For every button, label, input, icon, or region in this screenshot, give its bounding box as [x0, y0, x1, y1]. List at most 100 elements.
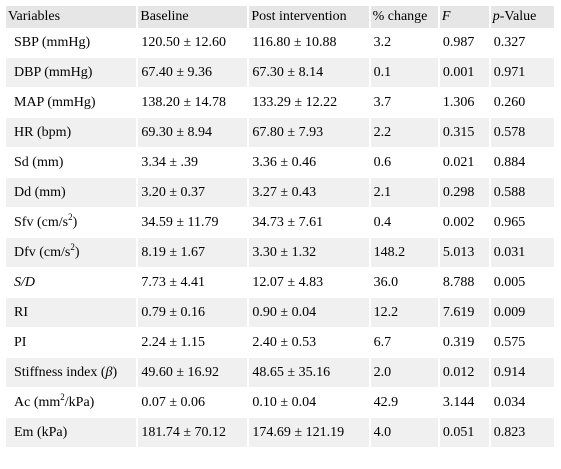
variable-label: PI — [14, 334, 27, 350]
post-intervention-cell: 0.90 ± 0.04 — [247, 298, 369, 328]
variable-label-cell: PI — [6, 328, 137, 358]
header-variables: Variables — [6, 6, 137, 28]
baseline-cell: 8.19 ± 1.67 — [136, 238, 248, 268]
baseline-cell: 2.24 ± 1.15 — [136, 328, 248, 358]
variable-label: HR (bpm) — [14, 124, 72, 140]
table-row: MAP (mmHg) 138.20 ± 14.78 133.29 ± 12.22 3.… — [6, 88, 554, 118]
baseline-cell: 67.40 ± 9.36 — [136, 58, 248, 88]
p-value-cell: 0.971 — [488, 58, 554, 88]
variable-label-cell: Dfv (cm/s2) — [6, 238, 137, 268]
table-row: Sd (mm) 3.34 ± .39 3.36 ± 0.46 0.6 0.021 0.88… — [6, 148, 554, 178]
baseline-cell: 138.20 ± 14.78 — [136, 88, 248, 118]
baseline-cell: 3.34 ± .39 — [136, 148, 248, 178]
variable-label: DBP (mmHg) — [14, 64, 93, 80]
table-row: Stiffness index (β) 49.60 ± 16.92 48.65 ± … — [6, 358, 554, 388]
variable-label: Em (kPa) — [14, 424, 68, 440]
variable-label-cell: MAP (mmHg) — [6, 88, 137, 118]
header-percent-change: % change — [368, 6, 438, 28]
statistics-table: Variables Baseline Post intervention % c… — [6, 6, 554, 448]
f-value-cell: 0.315 — [437, 118, 489, 148]
superscript: 2 — [70, 241, 75, 252]
p-value-cell: 0.260 — [488, 88, 554, 118]
percent-change-cell: 36.0 — [368, 268, 438, 298]
f-value-cell: 8.788 — [437, 268, 489, 298]
baseline-cell: 0.79 ± 0.16 — [136, 298, 248, 328]
percent-change-cell: 4.0 — [368, 418, 438, 448]
p-value-cell: 0.578 — [488, 118, 554, 148]
variable-label: SBP (mmHg) — [14, 34, 91, 50]
variable-label-cell: S/D — [6, 268, 137, 298]
baseline-cell: 34.59 ± 11.79 — [136, 208, 248, 238]
percent-change-cell: 2.1 — [368, 178, 438, 208]
f-value-cell: 7.619 — [437, 298, 489, 328]
percent-change-cell: 0.4 — [368, 208, 438, 238]
variable-label-cell: DBP (mmHg) — [6, 58, 137, 88]
f-value-cell: 5.013 — [437, 238, 489, 268]
baseline-cell: 181.74 ± 70.12 — [136, 418, 248, 448]
variable-label-cell: Sfv (cm/s2) — [6, 208, 137, 238]
header-post-intervention: Post intervention — [247, 6, 369, 28]
table-row: Dd (mm) 3.20 ± 0.37 3.27 ± 0.43 2.1 0.298 0.5… — [6, 178, 554, 208]
f-value-cell: 0.298 — [437, 178, 489, 208]
f-value-cell: 0.021 — [437, 148, 489, 178]
post-intervention-cell: 133.29 ± 12.22 — [247, 88, 369, 118]
percent-change-cell: 0.6 — [368, 148, 438, 178]
table-row: DBP (mmHg) 67.40 ± 9.36 67.30 ± 8.14 0.1 0.0… — [6, 58, 554, 88]
variable-label-text: Stiffness index ( — [14, 364, 106, 380]
post-intervention-cell: 116.80 ± 10.88 — [247, 28, 369, 58]
variable-label-text: ) — [74, 244, 80, 260]
variable-label-text: ) — [72, 214, 78, 230]
header-p-suffix: -Value — [499, 9, 537, 24]
variable-label-cell: SBP (mmHg) — [6, 28, 137, 58]
table-row: S/D 7.73 ± 4.41 12.07 ± 4.83 36.0 8.788 0.005 — [6, 268, 554, 298]
variable-label-text: Dfv (cm/s — [14, 244, 71, 260]
percent-change-cell: 2.0 — [368, 358, 438, 388]
f-value-cell: 1.306 — [437, 88, 489, 118]
variable-label: S/D — [14, 274, 35, 290]
f-value-cell: 0.319 — [437, 328, 489, 358]
table-header: Variables Baseline Post intervention % c… — [6, 6, 554, 28]
percent-change-cell: 0.1 — [368, 58, 438, 88]
p-value-cell: 0.965 — [488, 208, 554, 238]
baseline-cell: 3.20 ± 0.37 — [136, 178, 248, 208]
superscript: 2 — [68, 211, 73, 222]
variable-label-cell: Ac (mm2/kPa) — [6, 388, 137, 418]
p-value-cell: 0.884 — [488, 148, 554, 178]
post-intervention-cell: 67.80 ± 7.93 — [247, 118, 369, 148]
header-baseline: Baseline — [136, 6, 248, 28]
variable-label: Sd (mm) — [14, 154, 64, 170]
table-row: Dfv (cm/s2) 8.19 ± 1.67 3.30 ± 1.32 148.2 5.… — [6, 238, 554, 268]
header-p-value: p-Value — [488, 6, 554, 28]
f-value-cell: 0.001 — [437, 58, 489, 88]
percent-change-cell: 6.7 — [368, 328, 438, 358]
percent-change-cell: 148.2 — [368, 238, 438, 268]
table-row: Sfv (cm/s2) 34.59 ± 11.79 34.73 ± 7.61 0.4 0… — [6, 208, 554, 238]
p-value-cell: 0.034 — [488, 388, 554, 418]
variable-label: Dd (mm) — [14, 184, 66, 200]
variable-label-cell: Dd (mm) — [6, 178, 137, 208]
f-value-cell: 0.051 — [437, 418, 489, 448]
table-row: PI 2.24 ± 1.15 2.40 ± 0.53 6.7 0.319 0.575 — [6, 328, 554, 358]
f-value-cell: 0.987 — [437, 28, 489, 58]
baseline-cell: 0.07 ± 0.06 — [136, 388, 248, 418]
header-row: Variables Baseline Post intervention % c… — [6, 6, 554, 28]
post-intervention-cell: 67.30 ± 8.14 — [247, 58, 369, 88]
variable-label-cell: RI — [6, 298, 137, 328]
post-intervention-cell: 12.07 ± 4.83 — [247, 268, 369, 298]
variable-label-cell: HR (bpm) — [6, 118, 137, 148]
post-intervention-cell: 3.36 ± 0.46 — [247, 148, 369, 178]
table-row: Em (kPa) 181.74 ± 70.12 174.69 ± 121.19 4.0… — [6, 418, 554, 448]
percent-change-cell: 42.9 — [368, 388, 438, 418]
post-intervention-cell: 48.65 ± 35.16 — [247, 358, 369, 388]
baseline-cell: 120.50 ± 12.60 — [136, 28, 248, 58]
variable-label-text: /kPa) — [64, 394, 95, 410]
baseline-cell: 49.60 ± 16.92 — [136, 358, 248, 388]
post-intervention-cell: 174.69 ± 121.19 — [247, 418, 369, 448]
variable-label-text: Sfv (cm/s — [14, 214, 69, 230]
baseline-cell: 7.73 ± 4.41 — [136, 268, 248, 298]
p-value-cell: 0.914 — [488, 358, 554, 388]
post-intervention-cell: 3.27 ± 0.43 — [247, 178, 369, 208]
p-value-cell: 0.823 — [488, 418, 554, 448]
table-row: HR (bpm) 69.30 ± 8.94 67.80 ± 7.93 2.2 0.315… — [6, 118, 554, 148]
post-intervention-cell: 0.10 ± 0.04 — [247, 388, 369, 418]
